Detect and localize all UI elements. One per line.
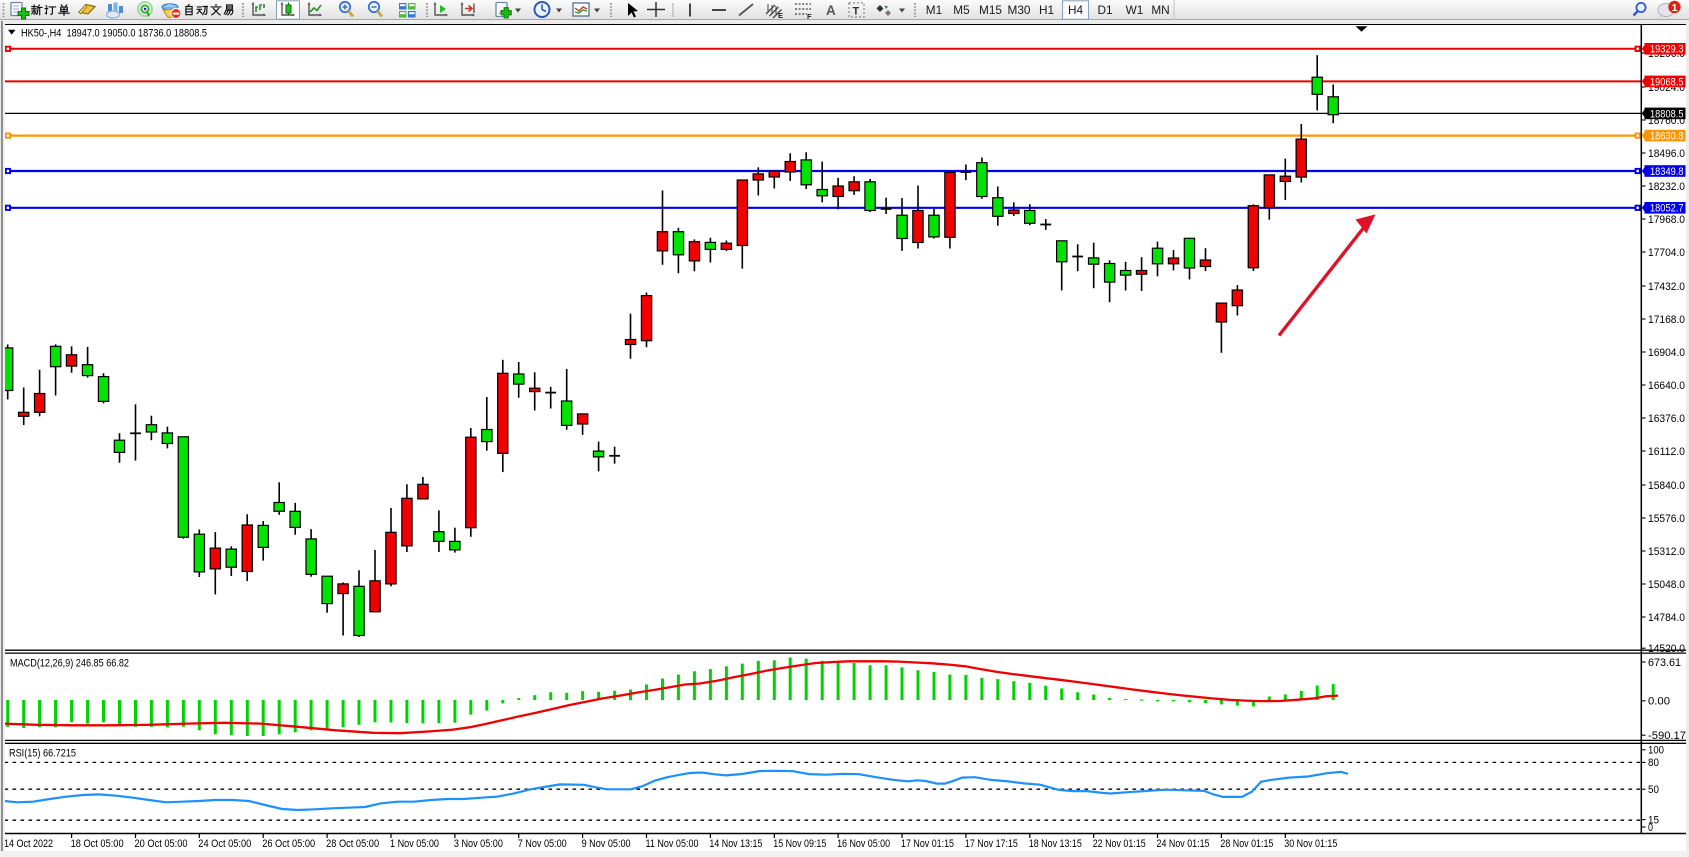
svg-text:15048.0: 15048.0	[1648, 579, 1685, 591]
svg-text:-590.17: -590.17	[1648, 730, 1686, 742]
svg-text:MACD(12,26,9) 246.85 66.82: MACD(12,26,9) 246.85 66.82	[10, 658, 129, 670]
svg-text:19329.3: 19329.3	[1650, 44, 1684, 56]
svg-text:E: E	[778, 11, 783, 20]
svg-text:17968.0: 17968.0	[1648, 214, 1685, 226]
svg-text:16112.0: 16112.0	[1648, 446, 1685, 458]
svg-text:M1: M1	[926, 3, 942, 17]
svg-text:28 Nov 01:15: 28 Nov 01:15	[1220, 838, 1273, 850]
svg-text:0: 0	[1648, 822, 1653, 834]
svg-text:17 Nov 01:15: 17 Nov 01:15	[901, 838, 954, 850]
svg-text:D1: D1	[1097, 3, 1112, 17]
svg-text:11 Nov 05:00: 11 Nov 05:00	[646, 838, 699, 850]
svg-text:H4: H4	[1068, 3, 1084, 17]
svg-text:W1: W1	[1126, 3, 1144, 17]
svg-text:673.61: 673.61	[1648, 657, 1681, 669]
svg-text:17168.0: 17168.0	[1648, 314, 1685, 326]
svg-text:80: 80	[1648, 757, 1659, 769]
svg-text:18630.8: 18630.8	[1650, 131, 1684, 143]
svg-text:26 Oct 05:00: 26 Oct 05:00	[262, 838, 315, 850]
svg-text:18496.0: 18496.0	[1648, 148, 1685, 160]
svg-text:18 Nov 13:15: 18 Nov 13:15	[1029, 838, 1082, 850]
svg-text:M30: M30	[1008, 3, 1031, 17]
svg-text:16640.0: 16640.0	[1648, 380, 1685, 392]
svg-text:A: A	[826, 3, 836, 18]
svg-text:15312.0: 15312.0	[1648, 546, 1685, 558]
svg-text:14520.0: 14520.0	[1648, 643, 1685, 655]
svg-text:18 Oct 05:00: 18 Oct 05:00	[71, 838, 124, 850]
svg-text:15: 15	[1648, 814, 1659, 826]
svg-text:RSI(15) 66.7215: RSI(15) 66.7215	[9, 748, 76, 760]
svg-text:F: F	[807, 12, 812, 20]
svg-text:15576.0: 15576.0	[1648, 513, 1685, 525]
svg-text:20 Oct 05:00: 20 Oct 05:00	[135, 838, 188, 850]
svg-text:7 Nov 05:00: 7 Nov 05:00	[518, 838, 567, 850]
svg-text:30 Nov 01:15: 30 Nov 01:15	[1284, 838, 1337, 850]
svg-text:16376.0: 16376.0	[1648, 413, 1685, 425]
svg-text:0.00: 0.00	[1648, 696, 1670, 708]
svg-text:24 Oct 05:00: 24 Oct 05:00	[198, 838, 251, 850]
svg-text:22 Nov 01:15: 22 Nov 01:15	[1093, 838, 1146, 850]
svg-text:16 Nov 05:00: 16 Nov 05:00	[837, 838, 890, 850]
svg-text:18808.5: 18808.5	[1650, 108, 1684, 120]
svg-text:HK50-,H4 18947.0 19050.0 1873: HK50-,H4 18947.0 19050.0 18736.0 18808.5	[21, 28, 207, 40]
svg-text:14 Oct 2022: 14 Oct 2022	[4, 838, 53, 850]
svg-text:28 Oct 05:00: 28 Oct 05:00	[326, 838, 379, 850]
svg-text:24 Nov 01:15: 24 Nov 01:15	[1157, 838, 1210, 850]
svg-text:1: 1	[1672, 2, 1678, 14]
svg-text:15 Nov 09:15: 15 Nov 09:15	[773, 838, 826, 850]
svg-text:18052.7: 18052.7	[1650, 203, 1684, 215]
svg-text:17704.0: 17704.0	[1648, 247, 1685, 259]
svg-text:17432.0: 17432.0	[1648, 281, 1685, 293]
svg-text:14 Nov 13:15: 14 Nov 13:15	[709, 838, 762, 850]
svg-text:M15: M15	[979, 3, 1002, 17]
svg-text:3 Nov 05:00: 3 Nov 05:00	[454, 838, 503, 850]
svg-text:19068.5: 19068.5	[1650, 76, 1684, 88]
svg-text:14784.0: 14784.0	[1648, 612, 1685, 624]
svg-text:1 Nov 05:00: 1 Nov 05:00	[390, 838, 439, 850]
svg-text:M5: M5	[953, 3, 970, 17]
svg-text:MN: MN	[1151, 3, 1169, 17]
svg-text:T: T	[853, 6, 860, 18]
svg-text:9 Nov 05:00: 9 Nov 05:00	[582, 838, 631, 850]
svg-text:100: 100	[1648, 745, 1664, 757]
svg-text:H1: H1	[1039, 3, 1054, 17]
svg-text:15840.0: 15840.0	[1648, 480, 1685, 492]
svg-text:18349.8: 18349.8	[1650, 166, 1684, 178]
svg-text:50: 50	[1648, 784, 1659, 796]
svg-text:17 Nov 17:15: 17 Nov 17:15	[965, 838, 1018, 850]
svg-text:16904.0: 16904.0	[1648, 347, 1685, 359]
svg-text:18232.0: 18232.0	[1648, 181, 1685, 193]
